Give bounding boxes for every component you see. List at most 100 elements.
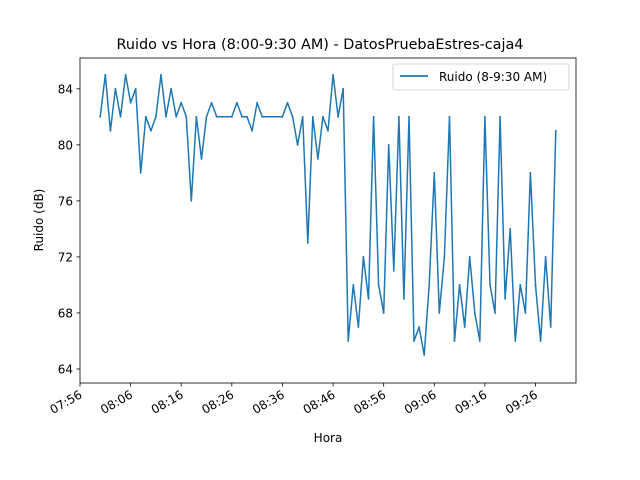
axes-frame xyxy=(79,57,577,384)
y-tick-label: 80 xyxy=(58,138,73,152)
data-point xyxy=(170,87,173,90)
chart-title: Ruido vs Hora (8:00-9:30 AM) - DatosPrue… xyxy=(117,37,524,53)
plot-area xyxy=(99,73,557,356)
data-point xyxy=(514,340,517,342)
data-point xyxy=(387,144,390,146)
data-point xyxy=(155,115,157,118)
data-point xyxy=(403,298,405,300)
data-point xyxy=(443,256,446,258)
data-point xyxy=(337,115,339,118)
data-point xyxy=(418,326,420,328)
data-point xyxy=(448,115,451,118)
data-point xyxy=(301,115,304,118)
data-point xyxy=(185,115,188,118)
data-point xyxy=(210,101,213,104)
data-point xyxy=(509,228,512,230)
legend: Ruido (8-9:30 AM) xyxy=(392,63,570,91)
data-point xyxy=(180,101,183,104)
data-point xyxy=(134,87,137,90)
data-point xyxy=(453,340,456,342)
legend-label: Ruido (8-9:30 AM) xyxy=(439,70,547,84)
data-point xyxy=(175,115,178,118)
data-point xyxy=(200,158,203,160)
data-point xyxy=(468,256,471,258)
data-point xyxy=(256,101,258,104)
data-point xyxy=(428,284,431,286)
data-point xyxy=(473,312,476,314)
data-point xyxy=(215,115,218,118)
data-point xyxy=(144,115,147,118)
data-point xyxy=(266,115,269,118)
data-point xyxy=(124,73,127,76)
data-point xyxy=(241,115,243,118)
y-tick-label: 72 xyxy=(58,250,73,264)
y-tick-label: 64 xyxy=(58,362,73,376)
data-point xyxy=(129,101,132,104)
data-point xyxy=(352,284,355,286)
data-point xyxy=(489,284,491,286)
data-point xyxy=(342,87,345,90)
data-point xyxy=(332,73,334,76)
data-point xyxy=(251,129,254,132)
x-axis-label: Hora xyxy=(314,431,343,445)
data-point xyxy=(306,242,309,244)
data-point xyxy=(261,115,264,118)
data-point xyxy=(367,298,370,300)
data-point xyxy=(458,284,461,286)
data-point xyxy=(190,200,193,202)
data-point xyxy=(534,284,537,286)
data-point xyxy=(438,312,441,314)
data-point xyxy=(554,129,557,132)
legend-box xyxy=(392,63,570,91)
data-point xyxy=(160,73,162,76)
data-point xyxy=(362,256,365,258)
y-tick-label: 84 xyxy=(58,82,73,96)
data-point xyxy=(347,340,350,342)
data-point xyxy=(372,115,375,118)
data-point xyxy=(408,115,410,118)
data-point xyxy=(139,172,142,174)
data-point xyxy=(150,129,152,132)
data-point xyxy=(499,115,501,118)
data-point xyxy=(529,172,532,174)
data-point xyxy=(549,326,552,328)
data-point xyxy=(519,284,522,286)
data-point xyxy=(413,340,415,342)
data-point xyxy=(357,326,360,328)
data-point xyxy=(494,312,496,314)
data-point xyxy=(377,284,380,286)
y-axis: 64 68 72 76 80 84 xyxy=(58,82,80,376)
data-point xyxy=(236,101,238,104)
data-point xyxy=(398,115,400,118)
data-point xyxy=(296,144,299,146)
data-point xyxy=(271,115,274,118)
data-point xyxy=(539,340,542,342)
data-point xyxy=(104,73,107,76)
data-point xyxy=(327,129,329,132)
data-point xyxy=(524,312,527,314)
data-point xyxy=(463,326,466,328)
data-point xyxy=(478,340,481,342)
data-point xyxy=(99,115,102,118)
y-axis-label: Ruido (dB) xyxy=(32,189,46,252)
data-point xyxy=(317,158,319,160)
data-point xyxy=(382,312,385,314)
data-point xyxy=(246,115,248,118)
data-point xyxy=(276,115,279,118)
data-point xyxy=(114,87,117,90)
data-point xyxy=(109,129,112,132)
data-point xyxy=(291,115,294,118)
data-point xyxy=(433,172,436,174)
data-point xyxy=(544,256,547,258)
data-point xyxy=(286,101,289,104)
data-point xyxy=(225,115,228,118)
data-point xyxy=(504,298,506,300)
data-point xyxy=(423,354,426,356)
data-point xyxy=(322,115,324,118)
data-point xyxy=(484,115,486,118)
data-point xyxy=(230,115,233,118)
data-point xyxy=(205,115,208,118)
y-tick-label: 68 xyxy=(58,306,73,320)
data-point xyxy=(220,115,223,118)
